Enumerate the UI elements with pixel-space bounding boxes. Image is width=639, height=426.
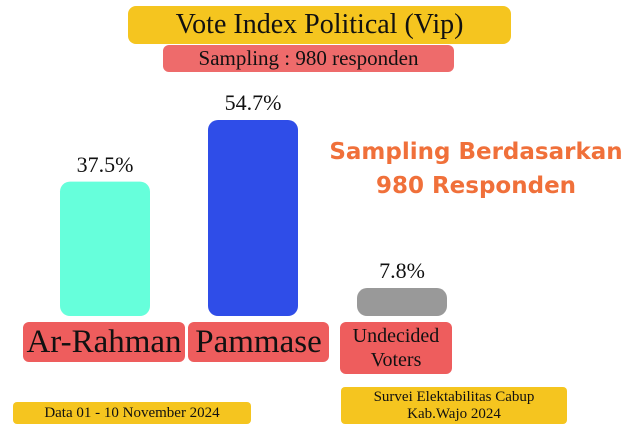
bar-undecided [357,288,447,316]
category-label-ar-rahman: Ar-Rahman [23,322,185,362]
category-label-pammase: Pammase [188,322,329,362]
sampling-note-line1: Sampling Berdasarkan [329,139,623,165]
sampling-note-line2: 980 Responden [375,173,577,199]
value-label-pammase: 54.7% [224,90,282,115]
sampling-note: Sampling Berdasarkan 980 Responden [314,135,638,203]
survey-source-line2: Kab.Wajo 2024 [407,406,501,422]
category-label-undecided: Undecided Voters [340,322,452,374]
date-range-note: Data 01 - 10 November 2024 [13,402,251,424]
bar-ar-rahman [60,181,150,316]
value-label-ar-rahman: 37.5% [76,151,134,177]
chart-subtitle: Sampling : 980 responden [163,45,454,72]
survey-source-note: Survei Elektabilitas Cabup Kab.Wajo 2024 [341,387,567,424]
survey-source-line1: Survei Elektabilitas Cabup [373,389,535,405]
bar-pammase [208,120,298,316]
value-label-undecided: 7.8% [379,258,425,284]
chart-title: Vote Index Political (Vip) [128,6,511,44]
